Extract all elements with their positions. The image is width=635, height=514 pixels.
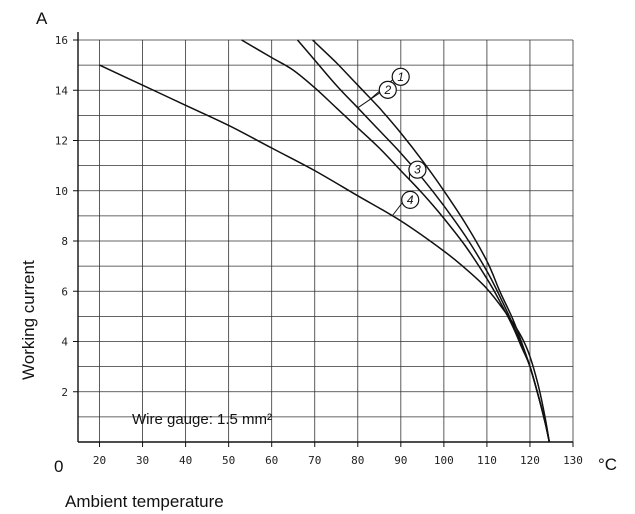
x-tick-label: 60 (265, 454, 278, 467)
y-tick-label: 4 (61, 336, 68, 349)
series-label-2: 2 (383, 83, 391, 97)
x-axis-title: Ambient temperature (65, 492, 224, 511)
y-tick-label: 16 (55, 34, 68, 47)
y-axis-title: Working current (19, 260, 38, 380)
series-label-4: 4 (407, 193, 414, 207)
x-tick-label: 100 (434, 454, 454, 467)
series-line-3 (241, 39, 551, 443)
series-label-circle (408, 160, 427, 179)
series-label-circle (378, 80, 397, 99)
x-tick-label: 50 (222, 454, 235, 467)
x-unit-label: °C (598, 455, 617, 474)
y-tick-label: 10 (55, 185, 68, 198)
series-label-1: 1 (397, 70, 404, 84)
series-labels: 12 3 4 (357, 67, 427, 217)
series-label-circle (401, 190, 420, 209)
series-lines (99, 39, 551, 443)
series-label-circle (391, 67, 410, 86)
x-tick-label: 20 (93, 454, 106, 467)
y-tick-label: 6 (61, 285, 68, 298)
x-tick-labels: 20 30 40 50 60 70 80 90 100 110 120 130 (93, 454, 583, 467)
x-tick-label: 120 (520, 454, 540, 467)
y-tick-labels: 2 4 6 8 10 12 14 16 (55, 34, 69, 399)
y-unit-label: A (36, 9, 48, 28)
wire-gauge-annotation: Wire gauge: 1.5 mm² (132, 411, 272, 428)
y-tick-label: 2 (61, 386, 68, 399)
series-line-4 (99, 64, 551, 443)
x-tick-label: 90 (394, 454, 407, 467)
grid (78, 39, 574, 442)
axes (73, 32, 574, 447)
series-label-leader (391, 202, 403, 217)
y-tick-label: 8 (61, 235, 68, 248)
x-tick-label: 110 (477, 454, 497, 467)
x-tick-label: 30 (136, 454, 149, 467)
x-tick-label: 40 (179, 454, 192, 467)
series-label-leader (357, 92, 381, 109)
y-tick-label: 12 (55, 135, 68, 148)
y-tick-label: 14 (55, 84, 69, 97)
x-tick-label: 70 (308, 454, 321, 467)
x-tick-label: 130 (563, 454, 583, 467)
x-tick-label: 80 (351, 454, 364, 467)
origin-label: 0 (54, 457, 63, 476)
series-label-3: 3 (414, 163, 421, 177)
